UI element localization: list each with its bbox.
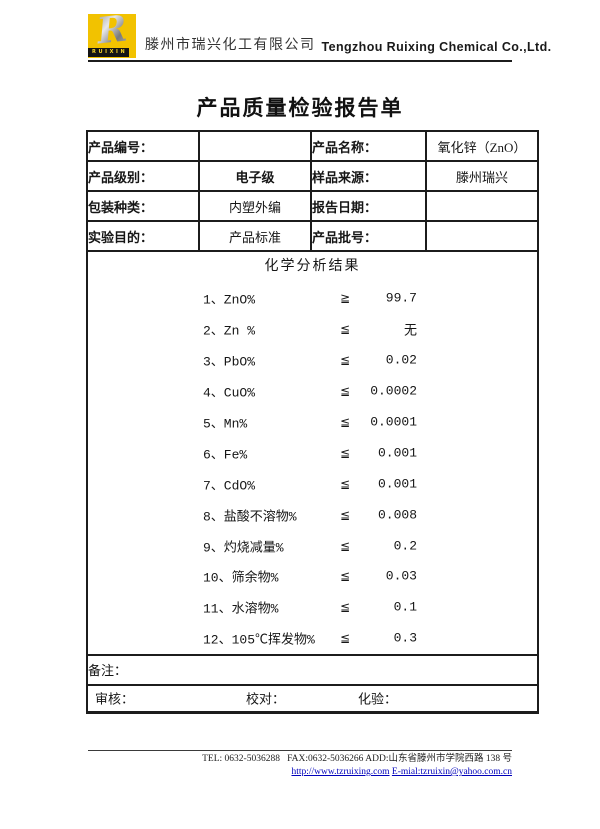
item-value: 0.3 — [393, 630, 417, 646]
table-row-product-no: 产品编号： 产品名称： 氧化锌（ZnO） — [86, 130, 539, 162]
logo-r-letter: R — [86, 8, 138, 53]
batch-no-label: 产品批号： — [310, 220, 427, 252]
item-name: 8、盐酸不溶物% — [203, 509, 297, 525]
report-date-label: 报告日期： — [310, 190, 427, 222]
company-name-chinese: 滕州市瑞兴化工有限公司 — [145, 38, 316, 53]
table-row-remarks: 备注： — [86, 653, 539, 686]
footer-links-line: http://www.tzruixing.com E-mial:tzruixin… — [88, 766, 512, 778]
item-name: 2、Zn % — [203, 323, 256, 339]
item-operator: ≦ — [339, 476, 351, 491]
analysis-item: 6、Fe% ≦ 0.001 — [88, 437, 537, 468]
product-grade-label: 产品级别： — [86, 160, 200, 192]
signoff-cell: 审核： 校对： 化验： — [86, 683, 539, 714]
test-purpose-value: 产品标准 — [198, 220, 312, 252]
item-value: 无 — [403, 323, 417, 339]
footer-contact-line: TEL: 0632-5036288 FAX:0632-5036266 ADD:山… — [202, 754, 512, 764]
item-name: 9、灼烧减量% — [203, 540, 284, 556]
package-type-label: 包装种类： — [86, 190, 200, 222]
page-footer: TEL: 0632-5036288 FAX:0632-5036266 ADD:山… — [88, 750, 512, 778]
item-operator: ≦ — [339, 569, 351, 584]
item-operator: ≦ — [339, 445, 351, 460]
company-logo-icon: R RUIXIN — [88, 8, 136, 58]
table-row-package: 包装种类： 内塑外编 报告日期： — [86, 190, 539, 222]
test-label: 化验： — [358, 691, 398, 707]
item-name: 6、Fe% — [203, 447, 248, 463]
item-value: 0.008 — [377, 507, 417, 523]
email-link[interactable]: E-mial:tzruixin@yahoo.com.cn — [391, 767, 512, 777]
company-header: R RUIXIN 滕州市瑞兴化工有限公司 Tengzhou Ruixing Ch… — [88, 8, 551, 62]
page-title: 产品质量检验报告单 — [196, 97, 404, 120]
product-name-label: 产品名称： — [310, 130, 427, 162]
review-label: 审核： — [95, 691, 135, 707]
report-table: 产品编号： 产品名称： 氧化锌（ZnO） 产品级别： 电子级 样品来源： 滕州瑞… — [86, 130, 539, 715]
item-operator: ≦ — [339, 384, 351, 399]
product-no-value — [198, 130, 312, 162]
item-name: 5、Mn% — [203, 416, 248, 432]
item-value: 0.001 — [377, 445, 417, 461]
item-operator: ≦ — [339, 353, 351, 368]
product-grade-value: 电子级 — [198, 160, 312, 192]
batch-no-value — [425, 220, 539, 252]
item-operator: ≦ — [339, 415, 351, 429]
item-name: 10、筛余物% — [203, 570, 279, 586]
item-value: 0.03 — [385, 568, 417, 584]
analysis-item: 12、105℃挥发物% ≦ 0.3 — [88, 623, 537, 654]
item-name: 1、ZnO% — [203, 292, 256, 308]
item-operator: ≦ — [339, 322, 351, 337]
analysis-item: 5、Mn% ≦ 0.0001 — [88, 407, 537, 438]
remarks-label: 备注： — [86, 653, 539, 686]
analysis-item: 7、CdO% ≦ 0.001 — [88, 468, 537, 499]
sample-source-label: 样品来源： — [310, 160, 427, 192]
item-operator: ≦ — [339, 631, 351, 646]
item-value: 0.1 — [393, 599, 417, 615]
proofread-label: 校对： — [246, 691, 286, 707]
item-value: 0.001 — [377, 476, 417, 492]
table-row-grade: 产品级别： 电子级 样品来源： 滕州瑞兴 — [86, 160, 539, 192]
company-name-english: Tengzhou Ruixing Chemical Co.,Ltd. — [321, 40, 552, 54]
package-type-value: 内塑外编 — [198, 190, 312, 222]
item-operator: ≦ — [339, 507, 351, 522]
item-name: 12、105℃挥发物% — [203, 632, 315, 648]
analysis-item: 10、筛余物% ≦ 0.03 — [88, 561, 537, 592]
item-name: 3、PbO% — [203, 354, 256, 370]
logo-brand-text: RUIXIN — [88, 48, 130, 57]
item-value: 0.0002 — [370, 383, 417, 399]
analysis-item: 3、PbO% ≦ 0.02 — [88, 345, 537, 376]
item-value: 0.0001 — [370, 414, 417, 430]
item-name: 7、CdO% — [203, 478, 256, 494]
analysis-item: 8、盐酸不溶物% ≦ 0.008 — [88, 499, 537, 530]
item-value: 0.2 — [393, 538, 417, 554]
item-operator: ≦ — [339, 600, 351, 615]
chemical-analysis-cell: 化学分析结果 1、ZnO% ≧ 99.7 2、Zn % ≦ 无 — [86, 250, 539, 656]
analysis-item: 1、ZnO% ≧ 99.7 — [88, 283, 537, 314]
website-link[interactable]: http://www.tzruixing.com — [291, 767, 390, 777]
table-row-purpose: 实验目的： 产品标准 产品批号： — [86, 220, 539, 252]
analysis-item: 9、灼烧减量% ≦ 0.2 — [88, 530, 537, 561]
analysis-section-title: 化学分析结果 — [264, 259, 361, 274]
item-name: 11、水溶物% — [203, 601, 279, 617]
product-name-value: 氧化锌（ZnO） — [425, 130, 539, 162]
table-row-signoff: 审核： 校对： 化验： — [86, 683, 539, 714]
item-value: 0.02 — [385, 352, 417, 368]
product-no-label: 产品编号： — [86, 130, 200, 162]
analysis-items: 1、ZnO% ≧ 99.7 2、Zn % ≦ 无 3、PbO% ≦ 0. — [88, 283, 537, 654]
item-value: 99.7 — [385, 290, 417, 306]
item-name: 4、CuO% — [203, 385, 256, 401]
item-operator: ≦ — [339, 538, 351, 553]
sample-source-value: 滕州瑞兴 — [425, 160, 539, 192]
analysis-item: 2、Zn % ≦ 无 — [88, 314, 537, 345]
analysis-item: 11、水溶物% ≦ 0.1 — [88, 592, 537, 623]
analysis-item: 4、CuO% ≦ 0.0002 — [88, 376, 537, 407]
item-operator: ≧ — [339, 291, 351, 306]
table-row-analysis: 化学分析结果 1、ZnO% ≧ 99.7 2、Zn % ≦ 无 — [86, 250, 539, 656]
test-purpose-label: 实验目的： — [86, 220, 200, 252]
report-date-value — [425, 190, 539, 222]
